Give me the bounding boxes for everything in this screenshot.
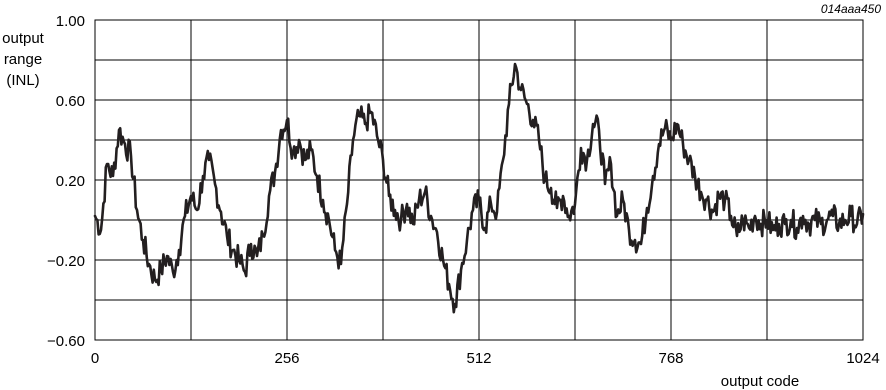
x-tick-label: 1024: [846, 350, 879, 367]
y-axis-title-line-1: output: [2, 30, 45, 47]
x-tick-label: 512: [466, 350, 491, 367]
figure-id: 014aaa450: [821, 2, 881, 16]
y-tick-label: 1.00: [56, 13, 85, 30]
series-layer: [93, 62, 865, 314]
x-axis-title: output code: [721, 373, 799, 390]
y-tick-label: 0.20: [56, 173, 85, 190]
inl-series-line: [93, 62, 865, 314]
y-axis-title-line-2: range: [4, 51, 42, 68]
gridlines: [94, 19, 864, 341]
x-tick-label: 0: [91, 350, 99, 367]
x-tick-label: 768: [658, 350, 683, 367]
y-tick-label: 0.60: [56, 93, 85, 110]
x-tick-label: 256: [274, 350, 299, 367]
y-tick-label: −0.20: [47, 253, 85, 270]
tick-labels: 0 256 512 768 1024 −0.60 −0.20 0.20 0.60 1.00: [47, 13, 880, 367]
plot-frame: [94, 19, 864, 341]
y-tick-label: −0.60: [47, 333, 85, 350]
y-axis-title: output range (INL): [2, 30, 45, 89]
y-axis-title-line-3: (INL): [6, 72, 39, 89]
